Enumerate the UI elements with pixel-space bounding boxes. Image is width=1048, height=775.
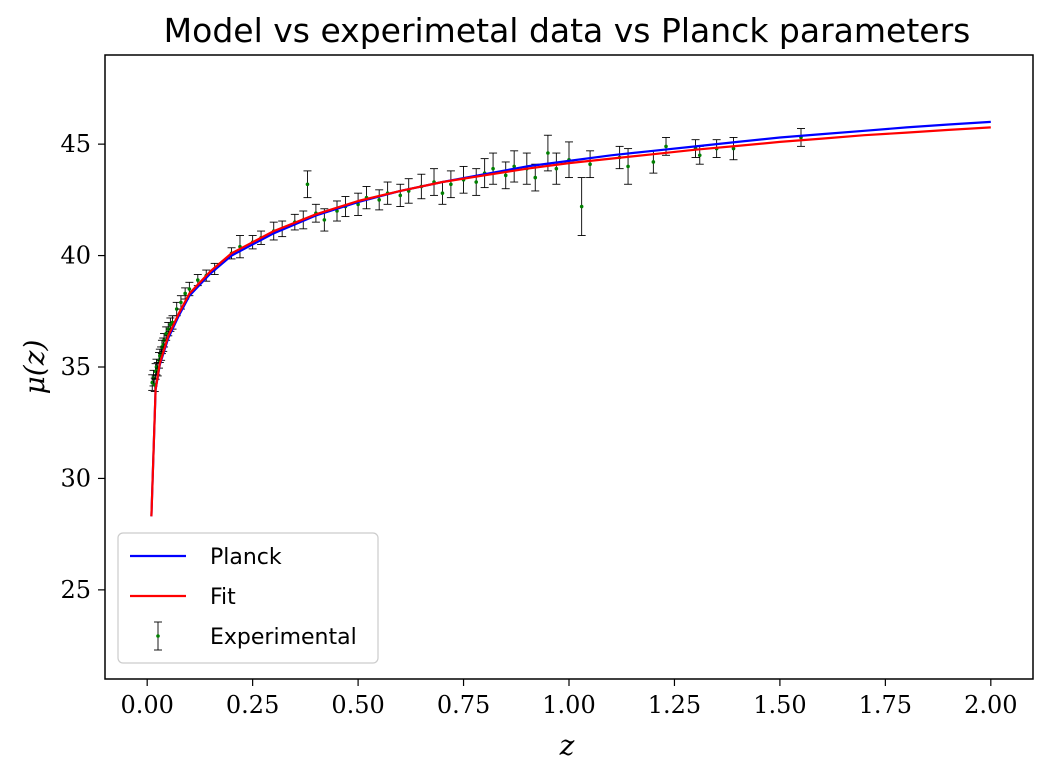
y-tick-label: 40 bbox=[60, 242, 91, 270]
legend-swatch-point bbox=[156, 634, 160, 638]
axis-ticks: 0.00 0.25 0.50 0.75 1.00 1.25 1.50 1.75 2.00 25 30… bbox=[60, 130, 1017, 719]
data-point bbox=[164, 331, 168, 336]
data-point bbox=[664, 144, 668, 149]
x-tick-label: 0.25 bbox=[226, 691, 279, 719]
x-tick-label: 0.50 bbox=[331, 691, 384, 719]
data-point bbox=[697, 153, 702, 158]
data-point bbox=[731, 146, 736, 151]
x-tick-label: 0.75 bbox=[437, 691, 490, 719]
legend-label-planck: Planck bbox=[210, 545, 282, 570]
legend: Planck Fit Experimental bbox=[117, 532, 379, 664]
data-point bbox=[398, 193, 403, 198]
data-point bbox=[377, 198, 381, 202]
data-point bbox=[626, 164, 630, 169]
data-point bbox=[588, 162, 592, 166]
data-point bbox=[503, 173, 508, 178]
data-point bbox=[474, 180, 479, 184]
legend-label-experimental: Experimental bbox=[210, 625, 357, 650]
data-point bbox=[440, 191, 445, 195]
x-tick-label: 1.25 bbox=[648, 691, 701, 719]
data-point bbox=[491, 166, 495, 171]
x-tick-label: 1.00 bbox=[542, 691, 595, 719]
data-point bbox=[166, 327, 171, 331]
data-point bbox=[533, 175, 538, 180]
series-layer bbox=[148, 120, 991, 517]
data-point bbox=[554, 166, 559, 171]
x-tick-label: 2.00 bbox=[964, 691, 1017, 719]
data-point bbox=[512, 164, 516, 169]
y-tick-label: 35 bbox=[60, 353, 91, 381]
data-point bbox=[651, 160, 656, 164]
x-tick-label: 1.50 bbox=[753, 691, 806, 719]
x-tick-label: 0.00 bbox=[120, 691, 173, 719]
data-point bbox=[179, 300, 183, 305]
chart-title: Model vs experimetal data vs Planck para… bbox=[164, 11, 971, 50]
y-tick-label: 30 bbox=[60, 464, 91, 492]
data-point bbox=[183, 291, 187, 296]
data-point bbox=[322, 218, 327, 222]
y-tick-label: 45 bbox=[60, 130, 91, 158]
y-axis-label: μ(z) bbox=[18, 340, 51, 395]
data-point bbox=[579, 204, 584, 209]
legend-box bbox=[117, 532, 379, 664]
data-point bbox=[174, 307, 179, 311]
data-point bbox=[449, 182, 453, 187]
legend-label-fit: Fit bbox=[210, 585, 236, 610]
y-tick-label: 25 bbox=[60, 576, 91, 604]
data-point bbox=[305, 182, 310, 187]
data-point bbox=[546, 151, 550, 155]
series-line-fit bbox=[150, 126, 991, 517]
x-tick-label: 1.75 bbox=[859, 691, 912, 719]
data-point bbox=[187, 287, 192, 291]
data-point bbox=[196, 278, 200, 282]
x-axis-label: z bbox=[559, 729, 575, 762]
